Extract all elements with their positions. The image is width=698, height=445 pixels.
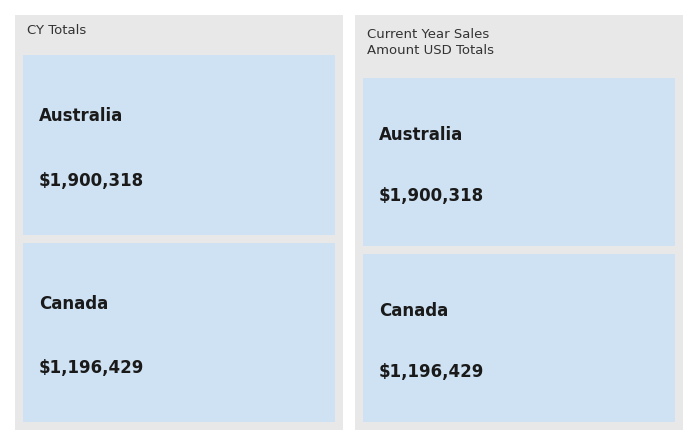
Text: Canada: Canada [39, 295, 108, 312]
FancyBboxPatch shape [15, 15, 343, 430]
Text: Australia: Australia [39, 107, 124, 125]
FancyBboxPatch shape [363, 78, 675, 246]
FancyBboxPatch shape [23, 243, 335, 422]
FancyBboxPatch shape [355, 15, 683, 430]
Text: Australia: Australia [379, 126, 463, 144]
FancyBboxPatch shape [23, 55, 335, 235]
Text: Current Year Sales
Amount USD Totals: Current Year Sales Amount USD Totals [367, 28, 494, 57]
FancyBboxPatch shape [363, 254, 675, 422]
Text: $1,196,429: $1,196,429 [379, 363, 484, 380]
Text: CY Totals: CY Totals [27, 24, 87, 37]
Text: $1,900,318: $1,900,318 [379, 186, 484, 205]
Text: Canada: Canada [379, 302, 448, 320]
Text: $1,196,429: $1,196,429 [39, 359, 144, 377]
Text: $1,900,318: $1,900,318 [39, 172, 144, 190]
